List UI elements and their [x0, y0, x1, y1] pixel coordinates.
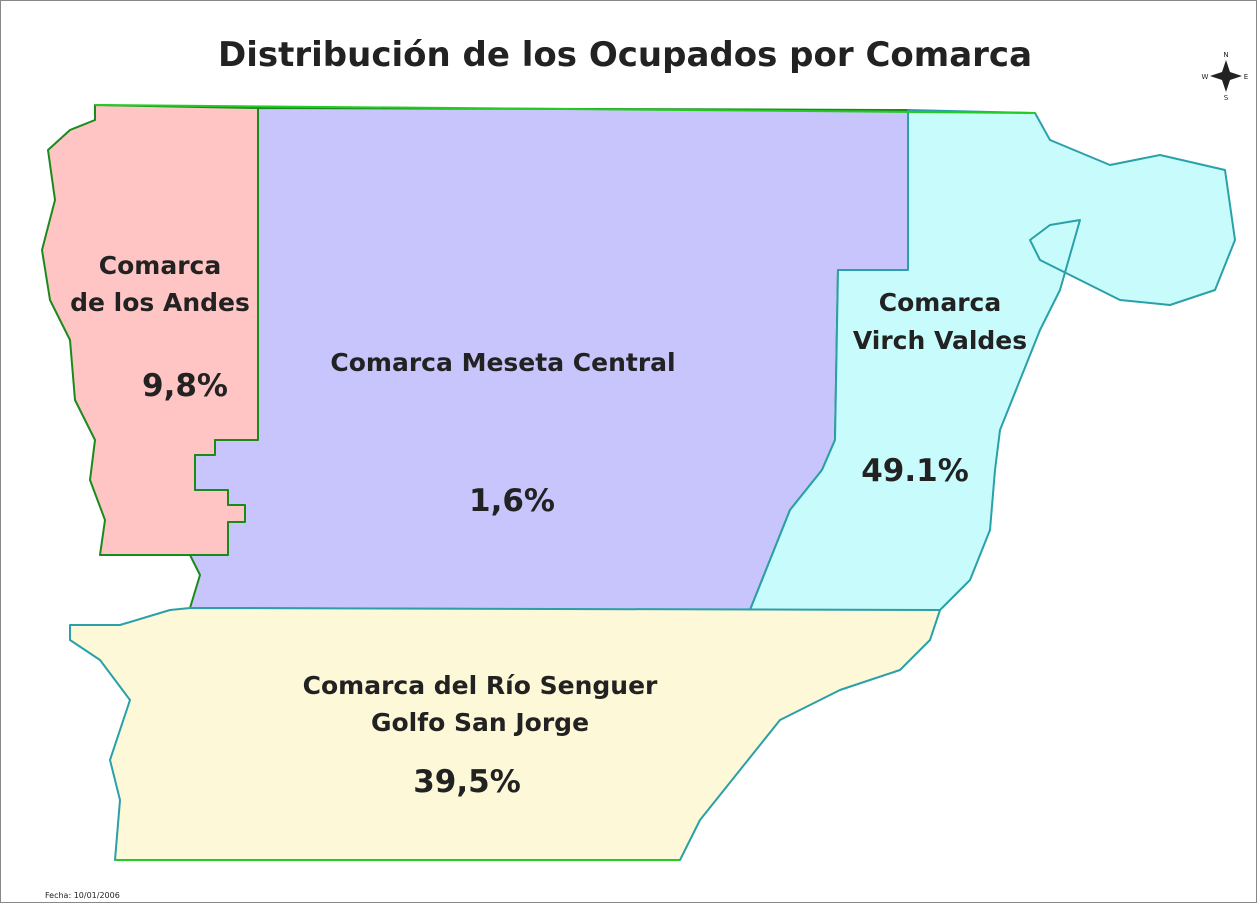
region-label: Comarca: [99, 251, 221, 280]
region-value: 1,6%: [469, 483, 555, 519]
region-label: Golfo San Jorge: [371, 708, 589, 737]
region-label: Comarca del Río Senguer: [303, 671, 658, 700]
border-north: [94, 104, 1036, 114]
compass-n: N: [1223, 51, 1228, 59]
region-label: de los Andes: [70, 288, 250, 317]
region-label: Virch Valdes: [853, 326, 1027, 355]
title: Distribución de los Ocupados por Comarca: [218, 35, 1032, 75]
compass: N S E W: [1202, 51, 1249, 102]
region-value: 39,5%: [413, 764, 521, 800]
compass-w: W: [1202, 73, 1209, 81]
region-value: 9,8%: [142, 368, 228, 404]
region-label: Comarca Meseta Central: [330, 348, 675, 377]
region-label: Comarca: [879, 288, 1001, 317]
region-virch: [749, 109, 1236, 611]
region-value: 49.1%: [861, 453, 969, 489]
date: Fecha: 10/01/2006: [45, 891, 120, 900]
compass-s: S: [1224, 94, 1229, 102]
compass-e: E: [1244, 73, 1248, 81]
